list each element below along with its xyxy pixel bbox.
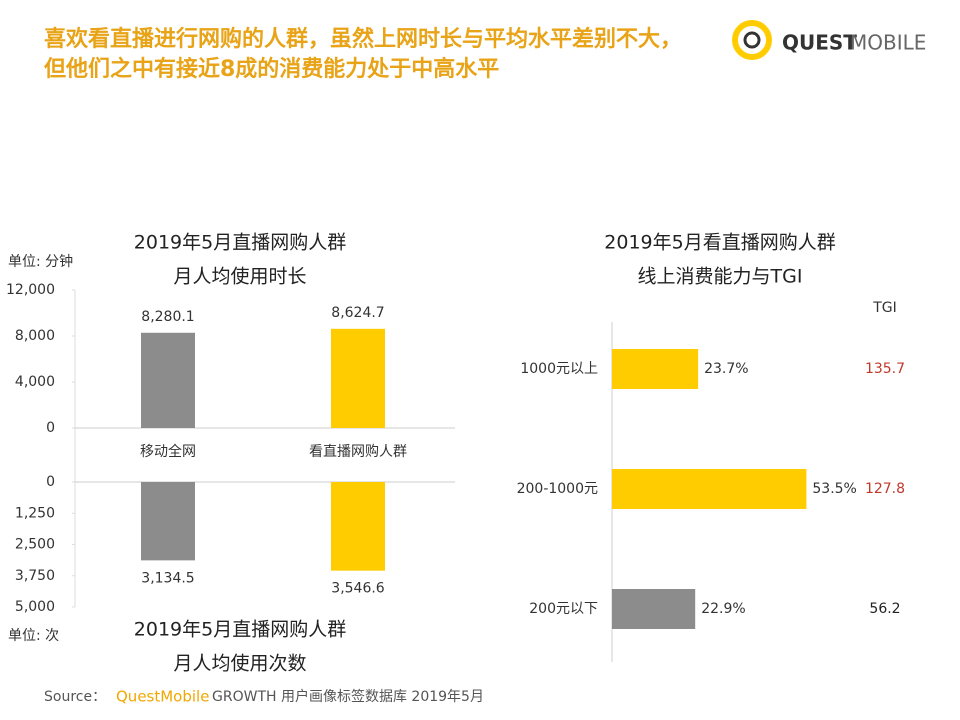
value-label: 3,546.6 <box>331 581 385 597</box>
y-tick-label: 1,250 <box>15 505 55 521</box>
logo-text: MOBILE <box>850 31 926 55</box>
y-tick-label: 4,000 <box>15 374 55 390</box>
source-label: Source： <box>44 689 106 705</box>
tgi-value: 135.7 <box>865 361 905 377</box>
y-tick-label: 0 <box>46 474 55 490</box>
x-tick-label: 看直播网购人群 <box>309 443 407 460</box>
y-tick-label: 3,750 <box>15 568 55 584</box>
page-title: 但他们之中有接近8成的消费能力处于中高水平 <box>44 56 499 82</box>
y-tick-label: 200-1000元 <box>517 481 598 497</box>
chart-title: 月人均使用次数 <box>173 653 306 675</box>
y-tick-label: 12,000 <box>6 282 55 298</box>
y-tick-label: 5,000 <box>15 599 55 615</box>
unit-label: 单位: 分钟 <box>8 253 73 270</box>
chart-title: 线上消费能力与TGI <box>638 266 803 288</box>
y-tick-label: 8,000 <box>15 328 55 344</box>
chart-title: 2019年5月看直播网购人群 <box>604 232 835 254</box>
chart-title: 2019年5月直播网购人群 <box>134 232 346 254</box>
value-label: 8,280.1 <box>141 309 194 325</box>
value-label: 53.5% <box>812 481 856 497</box>
value-label: 22.9% <box>701 601 745 617</box>
source-brand: QuestMobile <box>116 688 209 706</box>
bar <box>612 349 699 389</box>
y-tick-label: 200元以下 <box>529 601 598 617</box>
y-tick-label: 2,500 <box>15 537 55 553</box>
bar <box>612 589 696 629</box>
source-text: GROWTH 用户画像标签数据库 2019年5月 <box>212 688 484 705</box>
bar <box>331 328 385 428</box>
logo-core <box>743 31 761 49</box>
chart-title: 2019年5月直播网购人群 <box>134 619 346 641</box>
value-label: 8,624.7 <box>331 305 384 321</box>
value-label: 23.7% <box>704 361 748 377</box>
chart-title: 月人均使用时长 <box>173 266 306 288</box>
value-label: 3,134.5 <box>141 570 194 586</box>
x-tick-label: 移动全网 <box>140 443 196 460</box>
y-tick-label: 0 <box>46 420 55 436</box>
tgi-header: TGI <box>872 300 897 316</box>
bar <box>141 482 195 561</box>
logo-text: QUEST <box>782 31 857 55</box>
tgi-value: 127.8 <box>865 481 905 497</box>
y-tick-label: 1000元以上 <box>520 361 598 377</box>
tgi-value: 56.2 <box>869 601 900 617</box>
bar <box>141 332 195 428</box>
bar <box>612 469 807 509</box>
logo-ring <box>732 20 772 60</box>
page-title: 喜欢看直播进行网购的人群，虽然上网时长与平均水平差别不大， <box>44 26 682 52</box>
bar <box>331 482 385 571</box>
unit-label: 单位: 次 <box>8 628 59 644</box>
